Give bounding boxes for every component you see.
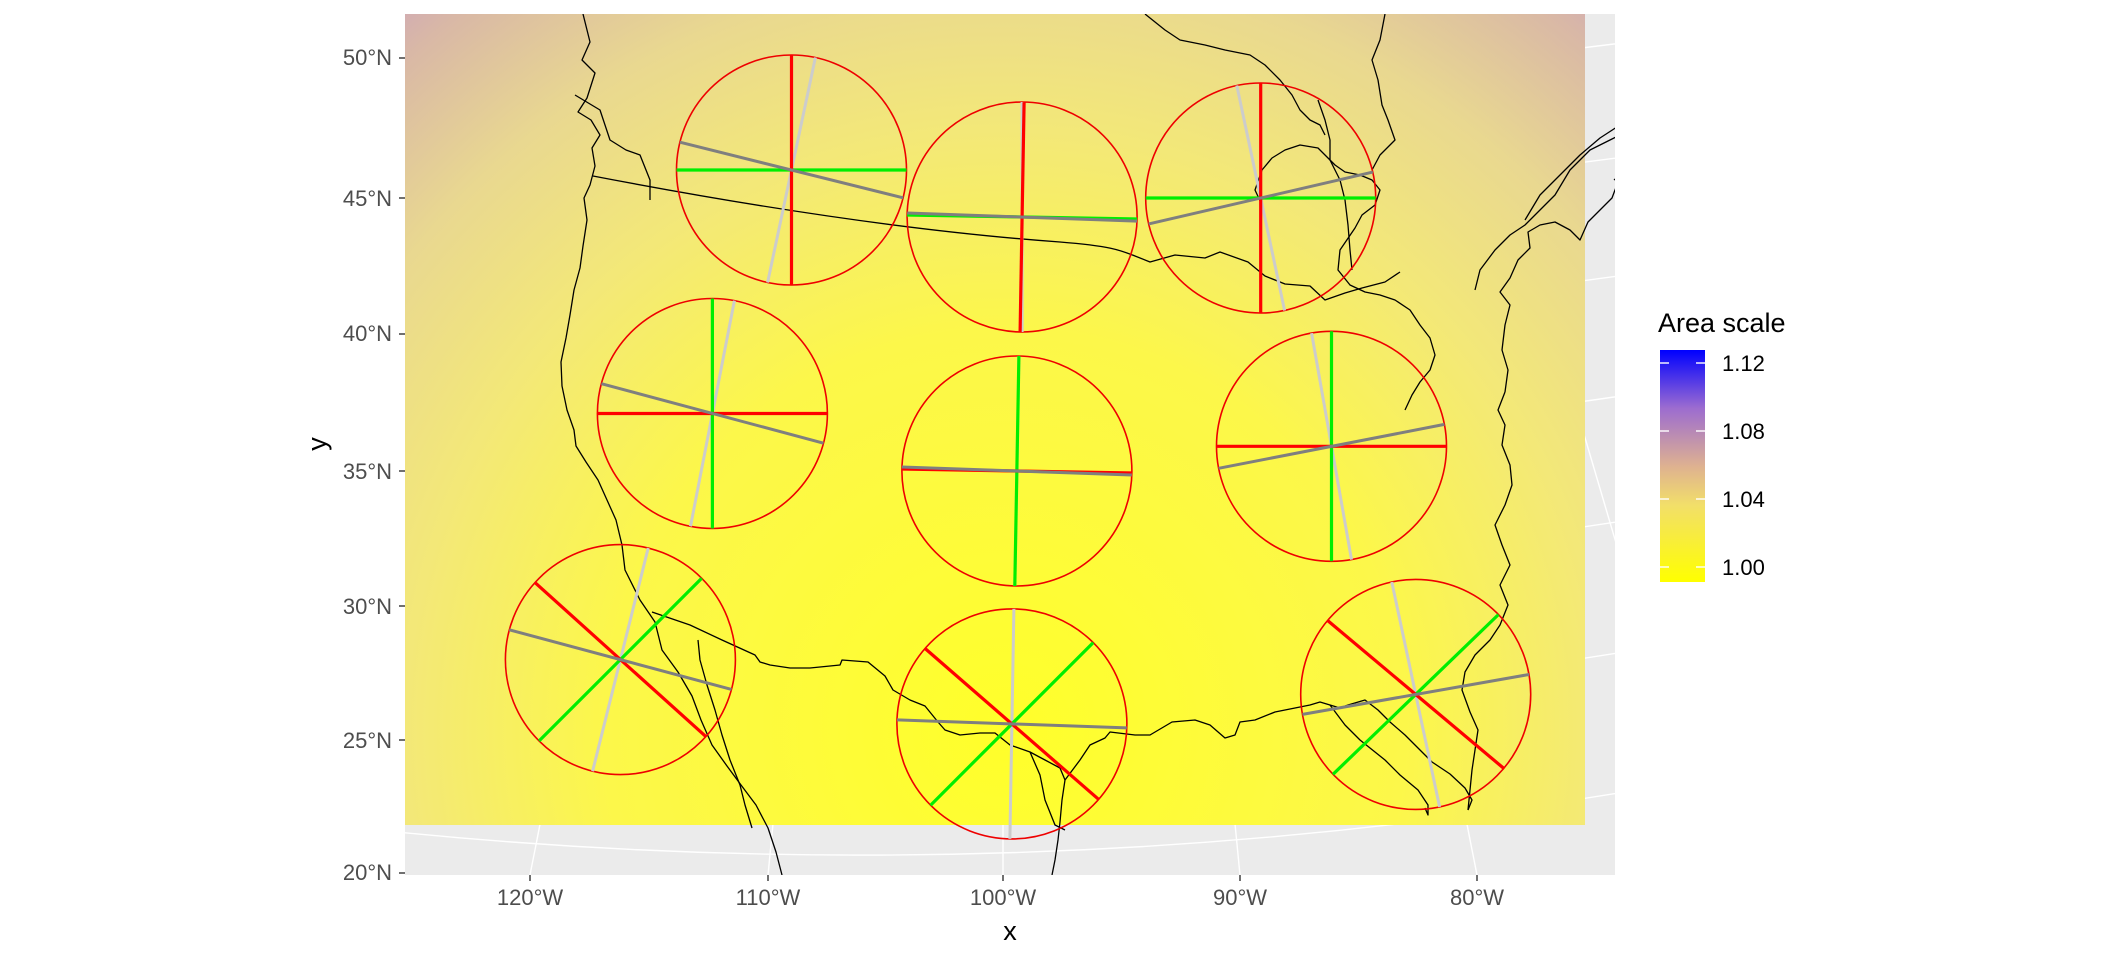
florida-peninsula-line (1347, 699, 1473, 811)
us-mexico-border-line (651, 611, 1066, 781)
coastlines (560, 14, 1615, 875)
y-axis: y 50°N 45°N 40°N 35°N 30°N 25°N 20°N (302, 45, 405, 885)
newfoundland-line (1613, 178, 1615, 181)
atlantic-coast-line (1499, 188, 1615, 393)
indicatrix-9 (1299, 578, 1532, 811)
gulf-of-saint-lawrence-line (1474, 136, 1615, 291)
x-axis: 120°W 110°W 100°W 90°W 80°W x (497, 875, 1504, 946)
southwest-mexico-coast-line (1051, 779, 1066, 875)
x-tick-label-110w: 110°W (736, 885, 801, 910)
indicatrix-1 (675, 54, 908, 286)
indicatrix-circle (1299, 578, 1532, 811)
tissot-indicatrices (504, 54, 1532, 840)
y-tick-label-45n: 45°N (343, 186, 392, 211)
area-scale-fill (405, 14, 1585, 825)
legend-label-1-08: 1.08 (1722, 419, 1765, 444)
legend-colorbar (1660, 350, 1705, 582)
x-tick-label-80w: 80°W (1450, 885, 1504, 910)
indicatrix-8 (896, 608, 1128, 840)
legend: Area scale 1.12 1.08 1.04 1.00 (1658, 308, 1786, 582)
hudson-bay-line (1371, 14, 1396, 171)
indicatrix-gray-axis (901, 465, 1132, 477)
indicatrix-gray-axis (907, 211, 1138, 223)
indicatrix-circle (896, 608, 1128, 840)
indicatrix-7 (504, 543, 737, 776)
indicatrix-circle (901, 355, 1133, 587)
indicatrix-5 (901, 355, 1133, 587)
labrador-coast-line (1524, 127, 1615, 221)
yucatan-line (1329, 704, 1429, 816)
y-tick-label-25n: 25°N (343, 728, 392, 753)
y-tick-label-50n: 50°N (343, 45, 392, 70)
x-tick-label-90w: 90°W (1213, 885, 1267, 910)
west-coast-line (560, 14, 783, 875)
y-tick-label-35n: 35°N (343, 459, 392, 484)
y-axis-title: y (302, 437, 332, 451)
florida-east-coast-line (1461, 391, 1513, 811)
mexico-interior-coast-line (1029, 751, 1066, 831)
legend-label-1-04: 1.04 (1722, 487, 1765, 512)
y-tick-label-40n: 40°N (343, 321, 392, 346)
gulf-coast-line (1064, 701, 1349, 781)
gulf-of-california-line (697, 639, 753, 829)
indicatrix-gray-axis (1148, 170, 1374, 226)
y-tick-label-20n: 20°N (343, 860, 392, 885)
x-tick-label-100w: 100°W (970, 885, 1037, 910)
indicatrix-gray-axis (1302, 673, 1530, 716)
indicatrix-4 (596, 297, 829, 530)
indicatrix-3 (1144, 82, 1377, 314)
indicatrix-gray-axis (508, 628, 732, 691)
baja-peninsula-line (574, 94, 651, 200)
indicatrix-gray-axis (896, 718, 1127, 730)
great-lakes-line (1254, 144, 1436, 411)
indicatrix-6 (1215, 330, 1448, 563)
legend-label-1-12: 1.12 (1722, 351, 1765, 376)
y-tick-label-30n: 30°N (343, 594, 392, 619)
indicatrix-circle (504, 543, 737, 776)
indicatrix-gray-axis (679, 140, 904, 200)
legend-label-1-00: 1.00 (1722, 555, 1765, 580)
legend-colorbar-ticks (1660, 362, 1705, 568)
x-tick-label-120w: 120°W (497, 885, 564, 910)
indicatrix-gray-axis (1218, 422, 1445, 470)
x-axis-title: x (1003, 916, 1017, 946)
hudson-bay-west-line (1144, 14, 1326, 136)
indicatrix-gray-axis (601, 382, 824, 445)
indicatrix-2 (906, 101, 1138, 333)
legend-title: Area scale (1658, 308, 1786, 338)
canada-us-border-line (592, 175, 1401, 301)
